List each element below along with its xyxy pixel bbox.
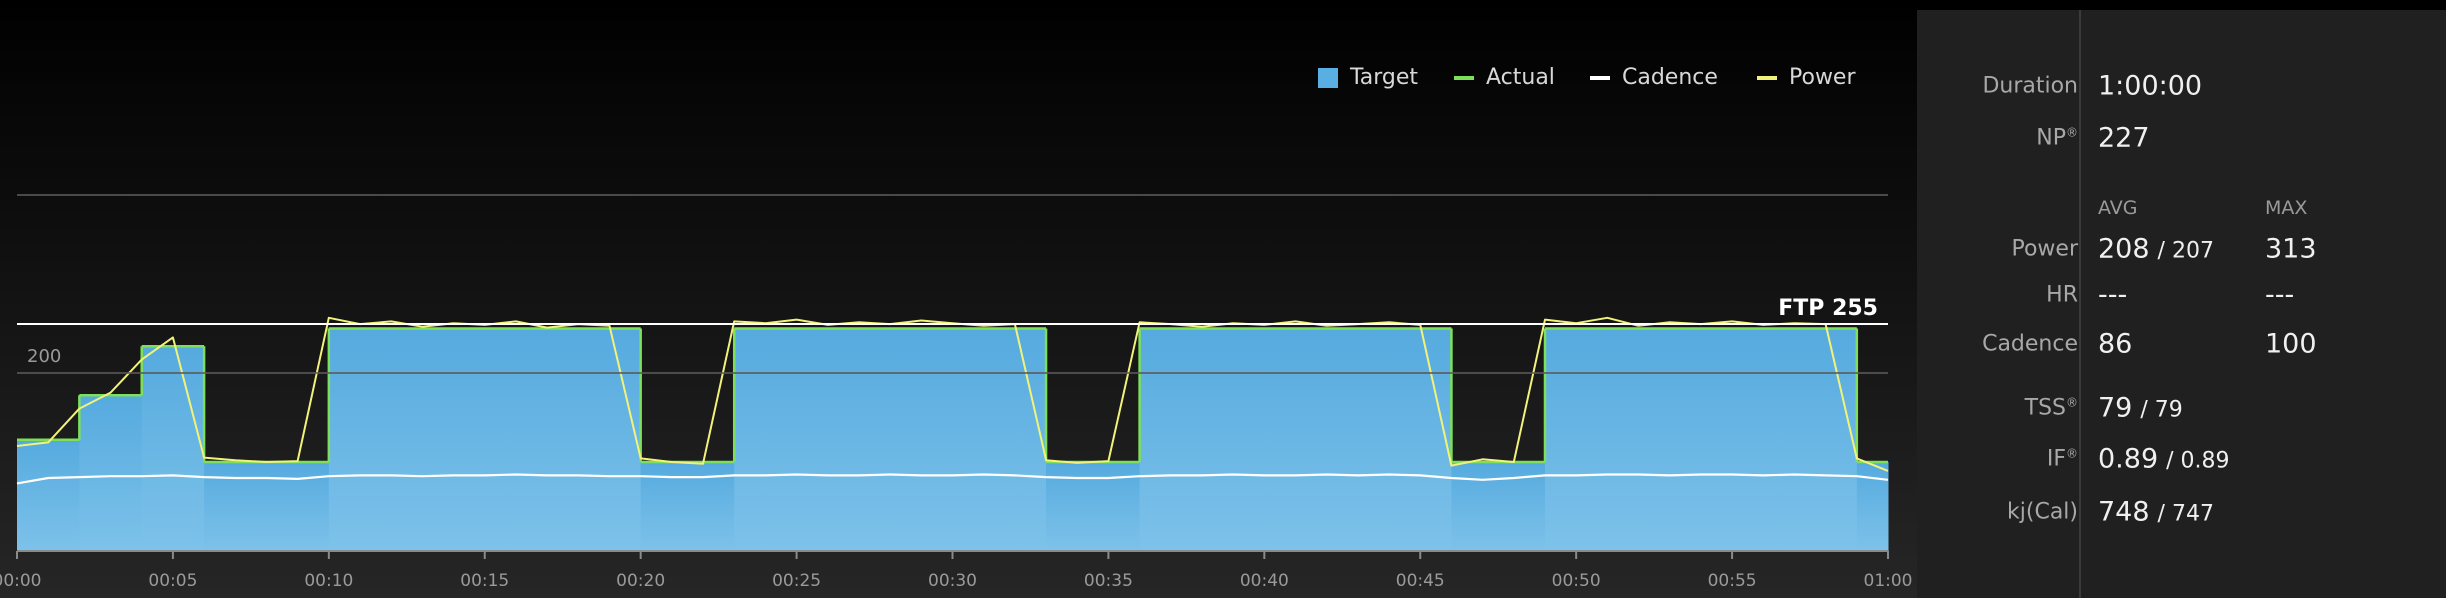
legend-label: Actual	[1486, 65, 1555, 90]
legend-swatch	[1454, 76, 1474, 80]
stats-panel: Duration 1:00:00 NP® 227 AVG MAX Power 208/ 207…	[1917, 0, 2446, 598]
x-tick-label: 00:30	[928, 571, 977, 591]
legend-swatch	[1318, 68, 1338, 88]
legend-label: Cadence	[1622, 65, 1718, 90]
x-tick-label: 00:00	[0, 571, 42, 591]
target-block	[1544, 328, 1858, 551]
x-tick-label: 00:45	[1396, 571, 1445, 591]
legend-label: Target	[1349, 65, 1418, 90]
registered-mark: ®	[2066, 446, 2078, 461]
undefined: Duration	[1982, 74, 2078, 99]
undefined: TSS®	[2025, 395, 2078, 420]
stat-value: 1:00:00	[2098, 70, 2203, 102]
avg-main: ---	[2098, 279, 2128, 311]
target-block	[204, 462, 330, 551]
avg-main: 208	[2098, 233, 2150, 265]
target-block	[79, 395, 143, 551]
x-tick-label: 01:00	[1864, 571, 1913, 591]
max-value: ---	[2265, 279, 2295, 311]
x-tick-label: 00:20	[616, 571, 665, 591]
x-tick-label: 00:40	[1240, 571, 1289, 591]
target-block	[734, 328, 1047, 551]
undefined: Power	[2011, 237, 2078, 262]
undefined: Cadence	[1982, 332, 2078, 357]
undefined: NP®	[2036, 125, 2078, 150]
max-value: 100	[2265, 328, 2317, 360]
target-block	[141, 346, 205, 551]
stat-value: 227	[2098, 122, 2150, 154]
score-value: 79 / 79	[2098, 393, 2183, 424]
stat-label: Cadence	[1982, 331, 2078, 357]
max-value: 313	[2265, 233, 2317, 265]
x-tick-label: 00:50	[1552, 571, 1601, 591]
cadence-line	[16, 473, 1889, 485]
score-sub: / 747	[2157, 501, 2214, 527]
y-tick-label: 200	[27, 346, 61, 367]
avg-value: 86	[2098, 329, 2132, 360]
registered-mark: ®	[2066, 125, 2078, 140]
avg-value: 208 / 207	[2098, 234, 2214, 265]
target-block	[1046, 462, 1141, 551]
stat-label: kj(Cal)	[2007, 499, 2078, 525]
avg-value: ---	[2098, 280, 2127, 311]
target-block	[1451, 462, 1546, 551]
score-main: 0.89	[2098, 443, 2159, 475]
avg-main: 86	[2098, 328, 2133, 360]
stat-label: TSS	[2024, 395, 2066, 421]
stat-label: Power	[2011, 236, 2078, 262]
chart: 200 FTP 255 00:00 00:05 00:10 00:15 00:20 00:25…	[0, 0, 1917, 598]
divider	[2079, 10, 2081, 598]
undefined: IF®	[2047, 446, 2078, 471]
target-block	[1856, 462, 1889, 551]
x-tick-label: 00:05	[148, 571, 197, 591]
legend-label: Power	[1789, 65, 1856, 90]
target-block	[17, 439, 80, 551]
ftp-label: FTP 255	[1778, 296, 1878, 321]
x-tick-label: 00:35	[1084, 571, 1133, 591]
score-value: 0.89 / 0.89	[2098, 444, 2230, 475]
x-tick-label: 00:10	[304, 571, 353, 591]
column-header: MAX	[2265, 197, 2308, 219]
score-value: 748 / 747	[2098, 497, 2214, 528]
score-main: 79	[2098, 392, 2133, 424]
undefined: kj(Cal)	[2007, 500, 2078, 525]
x-tick-label: 00:55	[1708, 571, 1757, 591]
legend-swatch	[1757, 76, 1777, 80]
target-block	[328, 328, 642, 551]
undefined: HR	[2046, 283, 2078, 308]
score-main: 748	[2098, 496, 2150, 528]
stat-label: NP	[2036, 125, 2066, 151]
avg-sub: / 207	[2157, 238, 2214, 264]
stat-label: Duration	[1982, 73, 2078, 99]
x-tick-label: 00:25	[772, 571, 821, 591]
stat-label: IF	[2046, 446, 2066, 472]
score-sub: / 79	[2140, 397, 2183, 423]
target-block	[1139, 328, 1452, 551]
stat-label: HR	[2046, 282, 2078, 308]
column-header: AVG	[2098, 197, 2138, 219]
score-sub: / 0.89	[2166, 448, 2230, 474]
x-tick-label: 00:15	[460, 571, 509, 591]
registered-mark: ®	[2066, 395, 2078, 410]
legend-swatch	[1590, 76, 1610, 80]
